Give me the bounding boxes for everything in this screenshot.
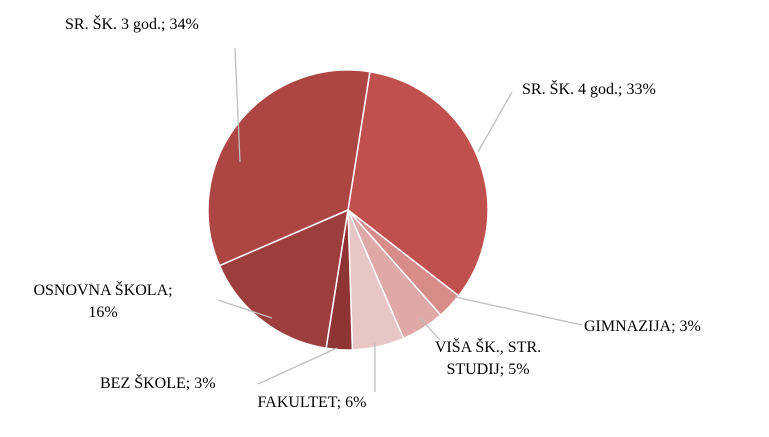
data-label: SR. ŠK. 3 god.; 34% [65,14,199,33]
pie-slice [207,69,371,267]
data-label-line: VIŠA ŠK., STR. [435,337,541,356]
leader-line [234,47,241,163]
leader-line [477,91,513,153]
data-label-line: 16% [88,304,117,321]
data-label: GIMNAZIJA; 3% [584,318,701,335]
pie-slice [218,208,349,350]
data-label: FAKULTET; 6% [258,394,367,411]
data-label: OSNOVNA ŠKOLA; 16% [33,280,172,321]
data-label-line: STUDIJ; 5% [446,361,529,378]
data-label: VIŠA ŠK., STR. STUDIJ; 5% [435,337,541,378]
data-label-line: OSNOVNA ŠKOLA; [33,280,172,299]
leader-line [217,299,273,319]
leader-line [257,347,338,385]
data-label-line: SR. ŠK. 3 god.; 34% [65,14,199,33]
data-label-line: GIMNAZIJA; 3% [584,318,701,335]
data-label-line: FAKULTET; 6% [258,394,367,411]
leader-line [419,317,441,341]
leader-line [454,296,583,326]
pie-slice [347,70,489,297]
data-label-line: SR. ŠK. 4 god.; 33% [522,79,656,98]
data-label: SR. ŠK. 4 god.; 33% [522,79,656,98]
data-label-line: BEZ ŠKOLE; 3% [100,373,216,392]
data-label: BEZ ŠKOLE; 3% [100,373,216,392]
